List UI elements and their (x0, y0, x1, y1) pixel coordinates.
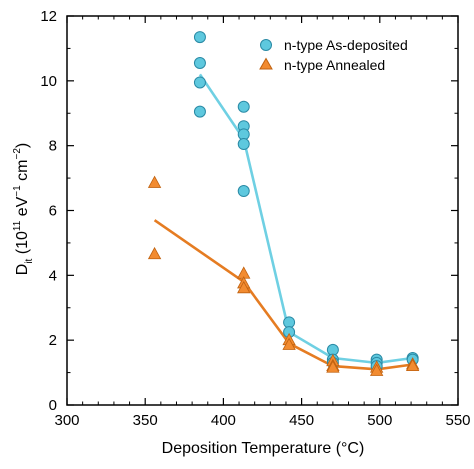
point-annealed (237, 280, 251, 294)
y-tick-label: 10 (40, 73, 57, 90)
point-annealed (326, 360, 340, 373)
y-label-mid2: cm (14, 160, 31, 186)
x-tick-label: 350 (133, 412, 158, 429)
legend-label-as-deposited: n-type As-deposited (284, 37, 408, 53)
y-tick-label: 2 (49, 332, 57, 349)
point-as-deposited (193, 31, 206, 44)
point-as-deposited (193, 105, 206, 118)
y-label-sub: it (24, 258, 35, 263)
axis-ticks (66, 15, 459, 406)
fit-line-as-deposited (198, 73, 413, 365)
legend-marker-as-deposited (260, 39, 272, 51)
fit-lines (153, 73, 413, 371)
y-label-open: (10 (14, 231, 31, 259)
y-label-close: ) (14, 143, 31, 148)
y-tick-label: 6 (49, 203, 57, 220)
tick-labels: 300 350 400 450 500 550 0 2 4 6 8 10 12 (40, 8, 470, 429)
point-as-deposited (237, 100, 250, 113)
y-label-mid: eV (14, 196, 31, 220)
fit-line-annealed (153, 219, 413, 371)
x-axis-label: Deposition Temperature (°C) (162, 440, 365, 457)
legend-label-annealed: n-type Annealed (284, 57, 385, 73)
x-tick-label: 400 (211, 412, 236, 429)
y-tick-label: 4 (49, 267, 57, 284)
x-tick-label: 450 (289, 412, 314, 429)
x-tick-label: 300 (54, 412, 79, 429)
y-label-main: D (14, 264, 31, 276)
y-tick-label: 8 (49, 138, 57, 155)
x-tick-label: 550 (445, 412, 470, 429)
y-label-exp3: −2 (12, 148, 23, 160)
legend: n-type As-deposited n-type Annealed (259, 37, 408, 73)
point-annealed (147, 246, 162, 260)
legend-marker-annealed (259, 57, 273, 70)
y-label-exp1: 11 (12, 220, 23, 231)
data-points (147, 31, 420, 376)
point-annealed (147, 175, 162, 188)
point-annealed (405, 358, 420, 372)
point-as-deposited (193, 76, 206, 89)
plot-frame (66, 15, 459, 406)
point-as-deposited (193, 57, 206, 70)
y-tick-label: 12 (40, 8, 57, 25)
point-as-deposited (237, 185, 250, 198)
x-tick-label: 500 (367, 412, 392, 429)
y-axis-label: Dit (1011 eV−1 cm−2) (12, 143, 35, 275)
y-label-exp2: −1 (12, 185, 23, 197)
point-as-deposited (237, 138, 250, 151)
point-annealed (369, 363, 384, 376)
point-annealed (282, 337, 296, 350)
y-tick-label: 0 (49, 397, 57, 414)
